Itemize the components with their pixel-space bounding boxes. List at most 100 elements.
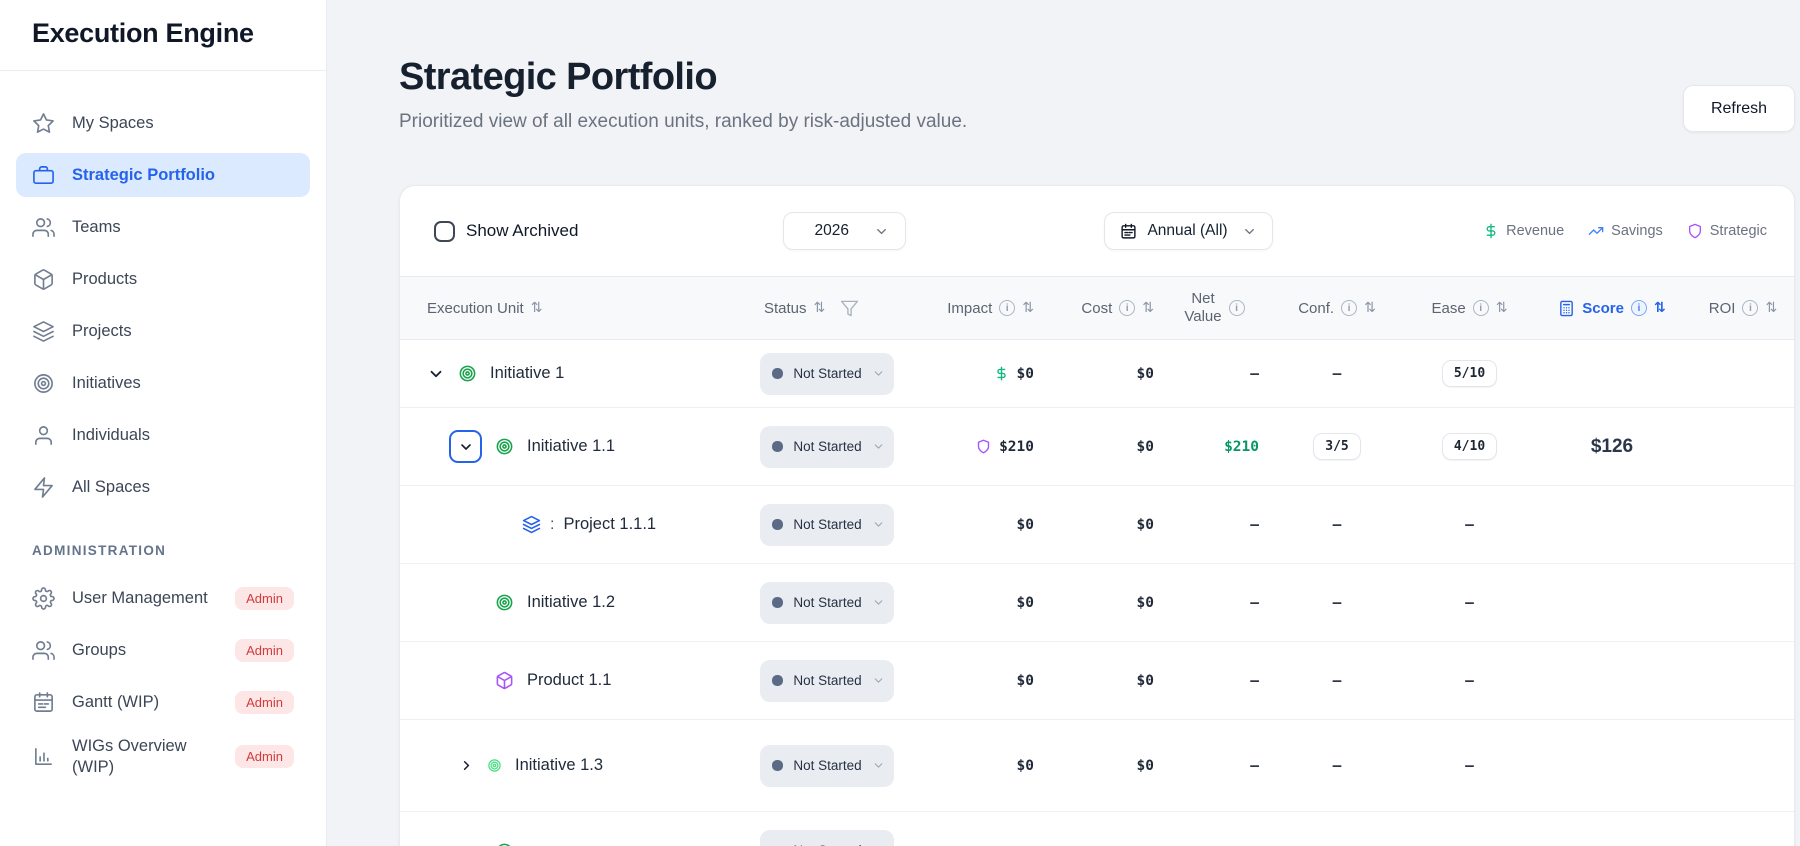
cost-value: $0 [1136, 438, 1154, 455]
sidebar-item-label: User Management [72, 588, 208, 607]
column-header-score: Score i ⇅ [1532, 300, 1692, 317]
cost-value: $0 [1136, 365, 1154, 382]
column-header-label: Execution Unit [427, 299, 524, 317]
info-icon[interactable]: i [1228, 300, 1245, 316]
status-select[interactable]: Not Started [760, 744, 894, 787]
table-row[interactable]: Initiative 1.3 Not Started $0 $0 – – – [400, 720, 1794, 812]
name-prefix: : [550, 515, 555, 533]
period-select[interactable]: Annual (All) [1104, 212, 1273, 250]
sort-icon[interactable]: ⇅ [1364, 300, 1376, 316]
impact-value: $0 [1016, 672, 1034, 689]
legend-label: Revenue [1506, 223, 1565, 239]
sidebar-item-label: Groups [72, 640, 127, 659]
info-icon[interactable]: i [1341, 300, 1358, 316]
page-subtitle: Prioritized view of all execution units,… [399, 111, 968, 132]
expand-toggle-button[interactable] [459, 758, 474, 773]
layers-icon [522, 515, 541, 534]
sidebar-section-label: ADMINISTRATION [32, 543, 167, 558]
sidebar-item-strategic-portfolio[interactable]: Strategic Portfolio [16, 153, 310, 197]
shield-icon [1687, 223, 1703, 239]
expand-toggle-button[interactable] [427, 365, 445, 383]
sidebar-item-initiatives[interactable]: Initiatives [16, 361, 310, 405]
sidebar-item-projects[interactable]: Projects [16, 309, 310, 353]
info-icon[interactable]: i [1472, 300, 1489, 316]
confidence-cell: – [1267, 673, 1407, 689]
info-icon[interactable]: i [1630, 300, 1647, 316]
show-archived-checkbox[interactable] [434, 220, 455, 242]
confidence-value: 3/5 [1313, 433, 1361, 460]
cost-cell: $0 [1042, 595, 1162, 611]
net-value-cell: – [1162, 366, 1267, 382]
sidebar-item-teams[interactable]: Teams [16, 205, 310, 249]
sidebar-admin-nav: User Management Admin Groups Admin Gantt (WI… [0, 576, 326, 781]
table-row[interactable]: Initiative 1 Not Started $0 $0 – – 5/10 [400, 340, 1794, 408]
info-icon[interactable]: i [1119, 300, 1136, 316]
briefcase-icon [32, 164, 55, 187]
status-select[interactable]: Not Started [760, 581, 894, 624]
status-select[interactable]: Not Started [760, 659, 894, 702]
sort-icon[interactable]: ⇅ [530, 300, 543, 316]
execution-unit-name: Initiative 1 [490, 364, 565, 382]
confidence-cell: – [1267, 517, 1407, 533]
table-row[interactable]: Initiative 1.2 Not Started $0 $0 – – – [400, 564, 1794, 642]
sort-icon[interactable]: ⇅ [1495, 300, 1508, 316]
shield-icon [976, 439, 991, 454]
execution-unit-name: Project 1.1.1 [563, 515, 657, 533]
confidence-value: – [1332, 516, 1342, 533]
status-label: Not Started [793, 365, 862, 381]
sidebar-item-label: Strategic Portfolio [72, 165, 216, 184]
sidebar-item-wigs-overview-wip[interactable]: WIGs Overview (WIP) Admin [16, 732, 310, 781]
sidebar-item-groups[interactable]: Groups Admin [16, 628, 310, 672]
info-icon[interactable]: i [999, 300, 1016, 316]
status-select[interactable]: Not Started [760, 425, 894, 468]
sort-icon[interactable]: ⇅ [1653, 300, 1666, 316]
execution-unit-cell: : Project 1.1.1 [427, 515, 747, 534]
sidebar-item-all-spaces[interactable]: All Spaces [16, 465, 310, 509]
filter-icon[interactable] [840, 299, 859, 318]
sort-icon[interactable]: ⇅ [1022, 300, 1034, 316]
net-value-cell: – [1162, 758, 1267, 774]
table-body: Initiative 1 Not Started $0 $0– –5/10 Initiat… [400, 340, 1794, 846]
column-header-label: Status [764, 299, 807, 317]
expand-toggle-button[interactable] [449, 430, 482, 463]
confidence-value: – [1332, 757, 1342, 774]
status-label: Not Started [793, 594, 862, 610]
filter-bar: Show Archived 2026 Annual (All) Revenue S… [400, 186, 1794, 276]
status-dot-icon [772, 675, 783, 686]
year-select[interactable]: 2026 [783, 212, 907, 250]
sidebar-item-my-spaces[interactable]: My Spaces [16, 101, 310, 145]
impact-cell: $0 [907, 758, 1042, 774]
sidebar-item-user-management[interactable]: User Management Admin [16, 576, 310, 620]
status-label: Not Started [783, 842, 872, 846]
status-dot-icon [772, 597, 783, 608]
main-content: Strategic Portfolio Prioritized view of … [327, 0, 1800, 846]
table-row[interactable]: Initiative 1.1 Not Started $210 $0 $210 3/5 4/… [400, 408, 1794, 486]
info-icon[interactable]: i [1742, 300, 1759, 316]
sidebar-item-individuals[interactable]: Individuals [16, 413, 310, 457]
year-select-value: 2026 [814, 222, 849, 239]
ease-cell: – [1407, 673, 1532, 689]
status-select[interactable]: Not Started [760, 503, 894, 546]
table-row[interactable]: Product 1.1 Not Started $0 $0 – – – [400, 642, 1794, 720]
table-row[interactable]: : Project 1.1.1 Not Started $0 $0 – – – [400, 486, 1794, 564]
execution-unit-name: Initiative 1.2 [527, 593, 616, 611]
sidebar-item-products[interactable]: Products [16, 257, 310, 301]
refresh-button[interactable]: Refresh [1682, 85, 1795, 132]
ease-value: – [1465, 516, 1474, 533]
cost-value: $0 [1136, 516, 1154, 533]
sort-icon[interactable]: ⇅ [1142, 300, 1154, 316]
execution-unit-cell: Product 1.1 [427, 671, 747, 690]
sidebar-item-label: Individuals [72, 425, 150, 444]
net-value: – [1250, 594, 1259, 611]
ease-value: – [1465, 594, 1474, 611]
table-row[interactable]: Not Started [400, 812, 1794, 846]
sidebar-item-gantt-wip[interactable]: Gantt (WIP) Admin [16, 680, 310, 724]
sidebar-item-label: All Spaces [72, 477, 150, 496]
sort-icon[interactable]: ⇅ [1765, 300, 1778, 316]
status-select[interactable]: Not Started [760, 830, 894, 846]
users-icon [32, 639, 55, 662]
ease-value: 5/10 [1441, 360, 1498, 387]
sort-icon[interactable]: ⇅ [813, 300, 826, 316]
status-select[interactable]: Not Started [760, 352, 894, 395]
status-dot-icon [772, 760, 783, 771]
